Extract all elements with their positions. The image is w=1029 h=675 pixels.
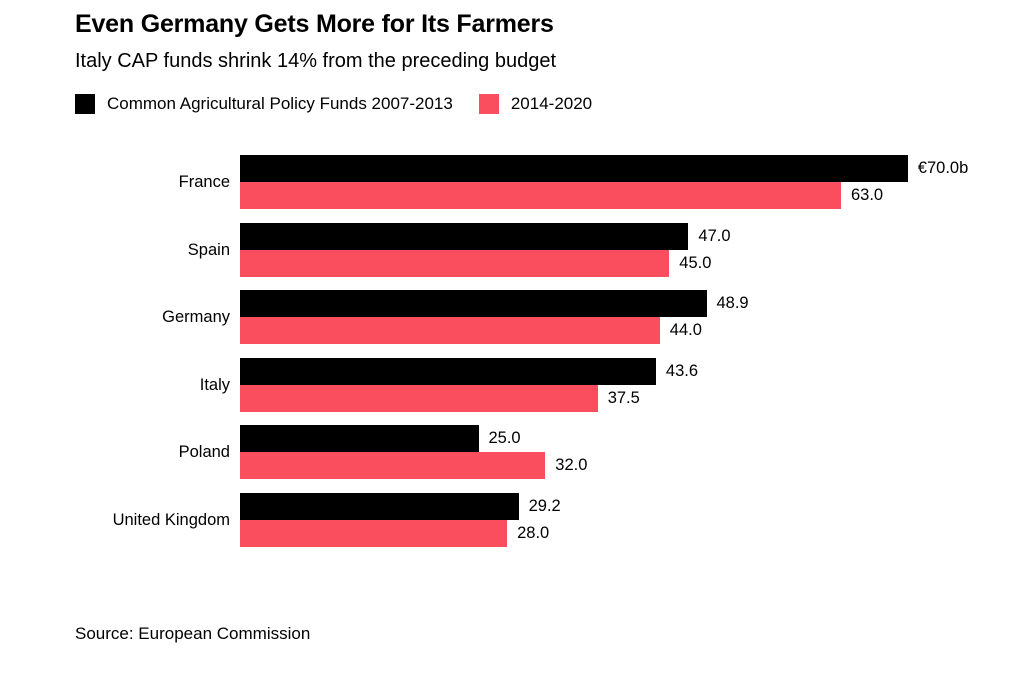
chart-row: Poland 25.0 32.0 bbox=[0, 425, 1029, 479]
bar-line: €70.0b bbox=[240, 155, 968, 182]
bar-2014-2020 bbox=[240, 452, 546, 479]
value-label: 37.5 bbox=[607, 389, 640, 407]
bar-line: 63.0 bbox=[240, 182, 883, 209]
bar-2014-2020 bbox=[240, 317, 660, 344]
value-label: 43.6 bbox=[665, 362, 699, 380]
value-label: €70.0b bbox=[917, 159, 969, 177]
bar-2007-2013 bbox=[240, 358, 656, 385]
bar-line: 45.0 bbox=[240, 250, 711, 277]
value-label: 63.0 bbox=[851, 186, 884, 204]
chart-title: Even Germany Gets More for Its Farmers bbox=[75, 10, 554, 38]
category-label: Italy bbox=[199, 375, 230, 394]
bar-line: 29.2 bbox=[240, 493, 561, 520]
bar-2014-2020 bbox=[240, 250, 670, 277]
category-label: Germany bbox=[162, 307, 230, 326]
bar-line: 25.0 bbox=[240, 425, 521, 452]
bar-line: 47.0 bbox=[240, 223, 731, 250]
bar-2014-2020 bbox=[240, 520, 508, 547]
chart-rows: France €70.0b 63.0 Spain 47.0 45.0 Germany 48.9… bbox=[0, 155, 1029, 555]
bar-2014-2020 bbox=[240, 182, 841, 209]
legend-swatch-black bbox=[75, 94, 95, 114]
bar-line: 48.9 bbox=[240, 290, 749, 317]
bar-line: 28.0 bbox=[240, 520, 549, 547]
bar-line: 44.0 bbox=[240, 317, 702, 344]
legend-item-2007-2013: Common Agricultural Policy Funds 2007-20… bbox=[75, 93, 453, 115]
value-label: 47.0 bbox=[698, 227, 731, 245]
bar-line: 32.0 bbox=[240, 452, 587, 479]
legend-swatch-pink bbox=[478, 94, 499, 114]
bar-2014-2020 bbox=[240, 385, 598, 412]
value-label: 28.0 bbox=[517, 524, 550, 542]
category-label: France bbox=[178, 172, 230, 191]
chart-row: Spain 47.0 45.0 bbox=[0, 223, 1029, 277]
source-note: Source: European Commission bbox=[75, 624, 311, 643]
value-label: 45.0 bbox=[679, 254, 712, 272]
bar-line: 43.6 bbox=[240, 358, 698, 385]
bar-2007-2013 bbox=[240, 425, 479, 452]
value-label: 29.2 bbox=[528, 497, 561, 515]
category-label: United Kingdom bbox=[112, 510, 230, 529]
category-label: Poland bbox=[178, 442, 230, 461]
value-label: 25.0 bbox=[488, 429, 521, 447]
chart-legend: Common Agricultural Policy Funds 2007-20… bbox=[75, 93, 592, 115]
value-label: 32.0 bbox=[555, 456, 588, 474]
chart-row: France €70.0b 63.0 bbox=[0, 155, 1029, 209]
bar-2007-2013 bbox=[240, 223, 689, 250]
chart-row: United Kingdom 29.2 28.0 bbox=[0, 493, 1029, 547]
bar-line: 37.5 bbox=[240, 385, 640, 412]
legend-item-2014-2020: 2014-2020 bbox=[478, 93, 593, 115]
chart-subtitle: Italy CAP funds shrink 14% from the prec… bbox=[75, 50, 557, 72]
bar-2007-2013 bbox=[240, 493, 519, 520]
legend-label-2007-2013: Common Agricultural Policy Funds 2007-20… bbox=[107, 94, 453, 113]
bar-2007-2013 bbox=[240, 155, 908, 182]
value-label: 44.0 bbox=[669, 321, 702, 339]
legend-label-2014-2020: 2014-2020 bbox=[510, 94, 593, 113]
value-label: 48.9 bbox=[716, 294, 749, 312]
chart-row: Italy 43.6 37.5 bbox=[0, 358, 1029, 412]
chart-row: Germany 48.9 44.0 bbox=[0, 290, 1029, 344]
category-label: Spain bbox=[187, 240, 230, 259]
bar-2007-2013 bbox=[240, 290, 707, 317]
